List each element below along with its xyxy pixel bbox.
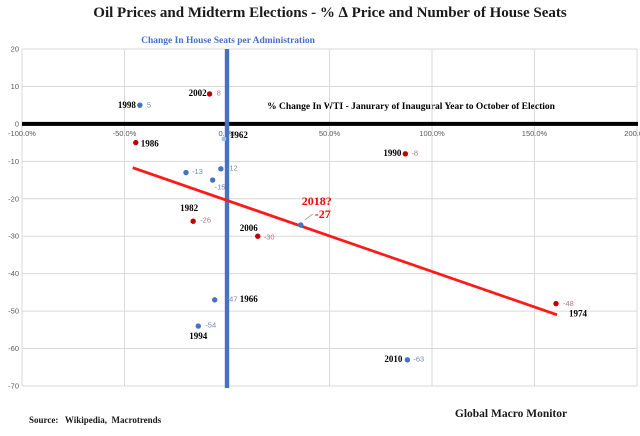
- data-point: [183, 169, 189, 176]
- data-point-1990: [402, 151, 409, 157]
- y-tick-label: -30: [8, 232, 19, 241]
- value-label: 8: [217, 88, 221, 97]
- value-label: -54: [205, 321, 216, 330]
- top-axis-label: Change In House Seats per Administration: [141, 36, 315, 46]
- annotation-leader-line: [304, 213, 314, 221]
- x-tick-label: -100.0%: [8, 129, 36, 138]
- data-point: [218, 166, 224, 172]
- value-label: -30: [264, 233, 275, 242]
- data-point-1998: [137, 102, 143, 108]
- data-point-2010: [404, 357, 411, 363]
- y-tick-label: -60: [8, 344, 19, 353]
- year-label: 1998: [118, 100, 137, 110]
- vertical-zero-line: [224, 49, 230, 388]
- value-label: -48: [563, 299, 574, 308]
- data-point-1962: [221, 136, 227, 142]
- x-tick-label: 200.0%: [624, 129, 640, 138]
- x-zero-line: [22, 121, 638, 126]
- year-label: 2006: [240, 223, 259, 233]
- x-tick-label: 150.0%: [522, 129, 548, 138]
- brand-label: Global Macro Monitor: [454, 408, 568, 420]
- value-label: 5: [147, 101, 151, 110]
- data-point-1974: [553, 300, 559, 307]
- value-label: -15: [215, 183, 226, 192]
- year-label: 1990: [383, 148, 402, 158]
- value-label: -8: [411, 148, 418, 157]
- data-point: [209, 177, 216, 183]
- year-label: 1982: [180, 203, 199, 213]
- source-note: Source: Wikipedia, Macrotrends: [29, 415, 162, 425]
- value-label: -13: [192, 167, 203, 176]
- data-point-2002: [206, 91, 213, 97]
- year-label: 1986: [141, 139, 160, 149]
- y-tick-label: 20: [11, 45, 19, 54]
- year-label: 2002: [189, 88, 208, 98]
- y-tick-label: 0: [15, 119, 19, 128]
- y-tick-label: -10: [8, 157, 19, 166]
- x-tick-label: 50.0%: [319, 129, 341, 138]
- data-point: [298, 222, 304, 228]
- x-tick-label: -50.0%: [113, 129, 137, 138]
- value-label: -12: [227, 163, 238, 172]
- chart-title: Oil Prices and Midterm Elections - % ∆ P…: [93, 5, 567, 21]
- data-point-1966: [212, 297, 218, 303]
- y-tick-label: -40: [8, 269, 19, 278]
- data-point-1986: [133, 139, 139, 146]
- trend-line: [132, 166, 558, 317]
- year-label: 1974: [569, 309, 588, 319]
- x-tick-label: 100.0%: [419, 129, 445, 138]
- x-axis-title: % Change In WTI - Janurary of Inaugural …: [267, 102, 555, 112]
- y-tick-label: -20: [8, 194, 19, 203]
- value-label: -63: [413, 354, 424, 363]
- value-label: -47: [227, 294, 238, 303]
- data-point-2006: [255, 233, 261, 239]
- annotation-value-label: -27: [315, 207, 331, 221]
- y-tick-label: -70: [8, 382, 19, 391]
- year-label: 1966: [240, 294, 259, 304]
- year-label: 2010: [384, 354, 403, 364]
- data-point-1994: [195, 323, 201, 329]
- y-tick-label: 10: [11, 82, 19, 91]
- y-tick-label: -50: [8, 307, 19, 316]
- data-point-1982: [190, 218, 196, 224]
- year-label: 1994: [189, 331, 208, 341]
- year-label: 1962: [230, 130, 249, 140]
- value-label: -26: [200, 216, 211, 225]
- annotation-year-label: 2018?: [302, 194, 332, 208]
